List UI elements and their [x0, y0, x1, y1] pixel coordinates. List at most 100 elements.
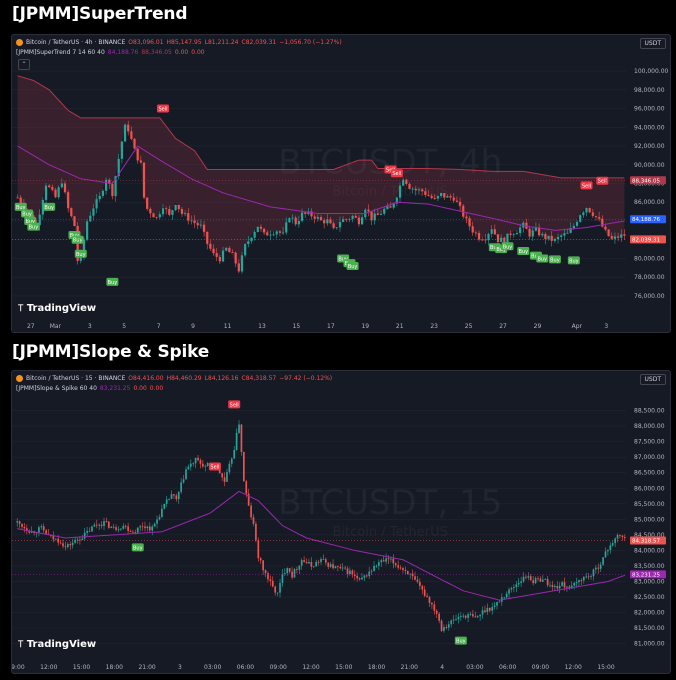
candle — [431, 602, 433, 605]
y-tick-label: 84,000.00 — [634, 547, 665, 554]
candle — [76, 539, 79, 541]
indicator-legend[interactable]: [JPMM]Slope & Spike 60 40 83,231.25 0.00 0.… — [16, 385, 166, 392]
candle — [458, 201, 462, 206]
candle — [291, 217, 294, 219]
x-tick-label: 15:00 — [597, 664, 614, 671]
candle — [402, 179, 405, 186]
candle — [609, 545, 612, 550]
candle — [105, 521, 108, 522]
candle — [66, 544, 69, 548]
currency-selector[interactable]: USDT — [639, 38, 666, 49]
y-tick-label: 83,500.00 — [634, 563, 665, 570]
candle — [250, 237, 253, 242]
candle — [484, 239, 487, 241]
candle — [527, 576, 530, 578]
signal-text: Buy — [133, 545, 143, 551]
tradingview-logo[interactable]: ⟙ TradingView — [18, 303, 96, 314]
signal-text: Buy — [569, 258, 579, 264]
candle — [378, 562, 380, 566]
watermark: BTCUSDT, 4h — [278, 143, 502, 183]
change-value: −1,056.70 (−1.27%) — [279, 39, 342, 46]
candle — [250, 505, 252, 518]
candle — [259, 226, 263, 229]
candle — [351, 215, 354, 219]
candle — [38, 527, 40, 533]
signal-text: Sell — [210, 464, 219, 470]
candle — [537, 578, 539, 580]
indicator-value-4: 0.00 — [191, 49, 205, 56]
candle — [623, 234, 626, 236]
slope-spike-chart-panel[interactable]: Bitcoin / TetherUS · 15 · BINANCE O84,416… — [11, 370, 671, 674]
candle — [212, 248, 215, 254]
candle — [491, 607, 494, 611]
candle — [408, 183, 411, 189]
candle — [607, 229, 610, 237]
buy-signal-label — [501, 242, 514, 251]
price-tag — [630, 235, 666, 244]
candle — [161, 508, 163, 518]
y-tick-label: 92,000.00 — [634, 143, 665, 150]
symbol-name[interactable]: Bitcoin / TetherUS · 15 · BINANCE — [26, 375, 126, 382]
candle — [23, 526, 26, 529]
x-tick-label: 21:00 — [401, 664, 418, 671]
y-tick-label: 81,500.00 — [634, 625, 665, 632]
candle — [93, 524, 96, 527]
signal-text: Sell — [230, 402, 239, 408]
candle — [423, 589, 426, 596]
candle — [556, 236, 560, 239]
candle — [515, 584, 518, 588]
supertrend-line — [17, 75, 625, 179]
candle — [180, 482, 183, 492]
candle — [304, 212, 307, 214]
slope-spike-chart-canvas[interactable]: BTCUSDT, 15 Bitcoin / TetherUS Buy Sell Sell… — [12, 371, 670, 673]
candle — [326, 219, 329, 224]
high-value: H85,147.95 — [166, 39, 202, 46]
currency-selector[interactable]: USDT — [639, 374, 666, 385]
candle — [146, 526, 149, 529]
candle — [271, 580, 274, 587]
supertrend-chart-panel[interactable]: Bitcoin / TetherUS · 4h · BINANCE O83,096… — [11, 34, 671, 333]
indicator-legend[interactable]: [JPMM]SuperTrend 7 14 60 40 84,188.76 88,3… — [16, 49, 208, 56]
candle — [111, 183, 114, 197]
bitcoin-icon — [16, 39, 23, 46]
candle — [267, 573, 269, 580]
candle — [149, 208, 152, 214]
y-tick-label: 88,500.00 — [634, 408, 665, 415]
candle — [332, 564, 334, 569]
candle — [424, 191, 427, 195]
candle — [303, 560, 305, 562]
collapse-legend-icon[interactable]: ⌃ — [18, 59, 30, 70]
candle — [252, 517, 255, 524]
indicator-value-3: 0.00 — [149, 385, 164, 392]
candle — [474, 232, 477, 234]
candle — [197, 457, 199, 461]
candle — [153, 523, 156, 527]
x-tick-label: 27 — [499, 323, 507, 330]
candle — [234, 252, 237, 264]
candle — [496, 234, 500, 243]
candle — [404, 569, 407, 571]
candle — [274, 586, 277, 593]
tradingview-logo[interactable]: ⟙ TradingView — [18, 639, 96, 650]
candle — [297, 220, 300, 225]
candle — [240, 255, 244, 272]
candle — [243, 452, 245, 482]
candle — [376, 213, 379, 215]
candle — [103, 521, 105, 526]
candle — [146, 197, 149, 209]
candle — [247, 493, 250, 506]
candle — [100, 524, 103, 526]
candle — [133, 138, 136, 149]
candle — [86, 530, 88, 533]
candle — [537, 227, 541, 236]
candle — [73, 216, 76, 226]
symbol-name[interactable]: Bitcoin / TetherUS · 4h · BINANCE — [26, 39, 126, 46]
section-title-supertrend: [JPMM]SuperTrend — [12, 4, 188, 24]
candle — [51, 187, 54, 190]
buy-signal-label — [71, 235, 84, 244]
candle — [472, 614, 474, 617]
signal-text: Buy — [73, 238, 83, 244]
candle — [221, 250, 225, 262]
x-tick-label: 09:00 — [532, 664, 549, 671]
